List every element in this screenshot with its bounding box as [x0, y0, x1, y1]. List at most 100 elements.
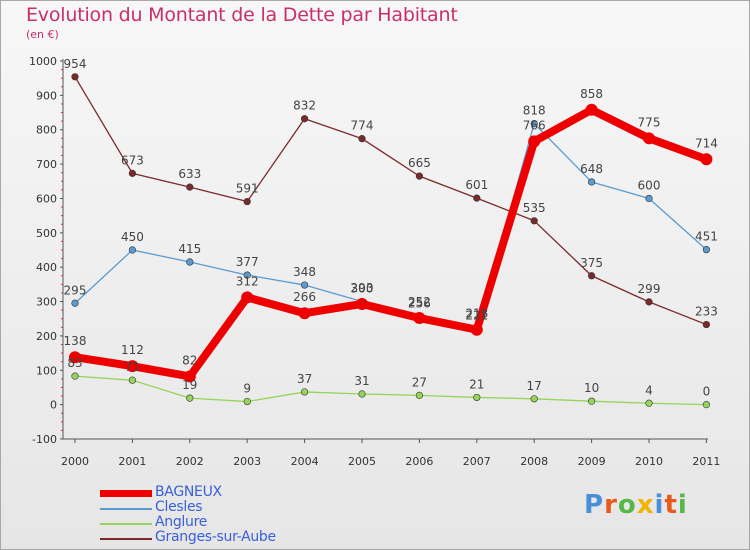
y-tick-label: 1000	[29, 55, 57, 68]
chart-title: Evolution du Montant de la Dette par Hab…	[26, 4, 458, 26]
legend-swatch-granges-sur-aube	[100, 538, 152, 540]
data-point-granges-sur-aube	[473, 194, 481, 202]
logo-letter: P	[584, 490, 605, 520]
data-label-anglure: 37	[297, 372, 312, 386]
data-label-clesles: 600	[638, 178, 661, 192]
x-tick-label: 2009	[578, 455, 606, 468]
y-tick-label: 600	[36, 192, 57, 205]
y-tick-label: 400	[36, 261, 57, 274]
data-point-granges-sur-aube	[358, 135, 366, 143]
data-label-clesles: 377	[236, 255, 259, 269]
data-point-bagneux	[643, 132, 655, 145]
y-tick-label: 900	[36, 89, 57, 102]
data-label-anglure: 83	[67, 356, 82, 370]
x-tick-label: 2011	[692, 455, 720, 468]
data-point-clesles	[702, 246, 711, 254]
data-label-bagneux: 82	[182, 353, 197, 367]
data-point-bagneux	[470, 323, 483, 336]
data-point-anglure	[587, 397, 596, 405]
data-point-bagneux	[528, 135, 541, 148]
series-line-bagneux	[71, 105, 711, 381]
data-point-granges-sur-aube	[243, 197, 251, 206]
series-line-anglure	[74, 375, 708, 406]
data-point-bagneux	[585, 103, 598, 116]
x-tick-label: 2006	[405, 455, 433, 468]
data-point-anglure	[243, 397, 251, 406]
series-line-granges-sur-aube	[74, 76, 708, 326]
legend-label-bagneux: BAGNEUX	[155, 484, 222, 500]
data-point-granges-sur-aube	[301, 115, 309, 123]
chart-axes: -100010020030040050060070080090010002000…	[29, 55, 720, 468]
data-point-anglure	[186, 394, 194, 402]
y-tick-label: 0	[50, 399, 57, 412]
data-point-bagneux	[298, 307, 311, 320]
legend-item-bagneux: BAGNEUX	[100, 484, 360, 501]
data-point-anglure	[358, 390, 366, 398]
data-point-granges-sur-aube	[645, 298, 653, 306]
data-point-anglure	[530, 395, 538, 403]
data-label-granges-sur-aube: 633	[178, 167, 201, 181]
legend-swatch-clesles	[100, 508, 152, 510]
data-point-anglure	[645, 399, 653, 407]
data-point-anglure	[128, 376, 136, 384]
data-label-bagneux: 766	[523, 118, 546, 132]
data-label-granges-sur-aube: 954	[64, 57, 87, 71]
data-label-granges-sur-aube: 665	[408, 156, 431, 170]
y-tick-label: -100	[32, 433, 57, 446]
data-label-anglure: 17	[527, 379, 542, 393]
logo-letter: i	[677, 490, 688, 520]
y-tick-label: 700	[36, 158, 57, 171]
legend: BAGNEUX Clesles Anglure Granges-sur-Aube	[100, 484, 360, 546]
y-tick-label: 800	[36, 124, 57, 137]
legend-swatch-anglure	[100, 523, 152, 525]
data-label-anglure: 0	[703, 385, 711, 399]
data-point-granges-sur-aube	[71, 73, 79, 81]
data-label-anglure: 71	[125, 360, 140, 374]
legend-item-granges-sur-aube: Granges-sur-Aube	[100, 529, 360, 546]
data-label-clesles: 648	[580, 162, 603, 176]
legend-label-granges-sur-aube: Granges-sur-Aube	[155, 529, 276, 545]
data-label-bagneux: 312	[236, 274, 259, 288]
logo-letter: x	[636, 490, 655, 520]
x-tick-label: 2004	[291, 455, 319, 468]
logo-letter: o	[617, 490, 637, 520]
x-tick-label: 2008	[520, 455, 548, 468]
data-point-granges-sur-aube	[530, 217, 538, 225]
data-point-granges-sur-aube	[587, 272, 596, 280]
data-point-clesles	[243, 271, 251, 279]
data-label-bagneux: 252	[408, 295, 431, 309]
data-point-granges-sur-aube	[702, 320, 711, 329]
data-point-granges-sur-aube	[186, 183, 194, 191]
legend-label-clesles: Clesles	[155, 499, 203, 515]
data-point-clesles	[645, 194, 653, 203]
data-label-anglure: 27	[412, 375, 427, 389]
data-point-anglure	[71, 372, 79, 380]
data-label-bagneux: 293	[351, 281, 374, 295]
data-label-granges-sur-aube: 535	[523, 201, 546, 215]
data-label-anglure: 31	[354, 374, 369, 388]
series-line-clesles	[74, 122, 708, 330]
legend-item-anglure: Anglure	[100, 514, 360, 531]
legend-item-clesles: Clesles	[100, 499, 360, 516]
y-tick-label: 200	[36, 330, 57, 343]
data-point-bagneux	[241, 291, 254, 304]
data-point-clesles	[301, 281, 309, 289]
data-label-clesles: 300	[351, 282, 374, 296]
data-point-anglure	[301, 388, 309, 396]
data-label-bagneux: 218	[465, 307, 488, 321]
data-label-anglure: 9	[243, 382, 251, 396]
data-point-clesles	[128, 246, 136, 254]
data-point-bagneux	[356, 297, 368, 310]
data-label-clesles: 818	[523, 104, 546, 118]
chart-subtitle: (en €)	[26, 28, 59, 41]
data-label-clesles: 295	[64, 283, 87, 297]
data-label-granges-sur-aube: 233	[695, 305, 718, 319]
data-label-granges-sur-aube: 375	[580, 256, 603, 270]
data-label-anglure: 4	[645, 383, 653, 397]
data-point-clesles	[71, 299, 79, 307]
y-tick-label: 100	[36, 364, 57, 377]
data-point-bagneux	[69, 351, 81, 364]
data-label-clesles: 221	[465, 309, 488, 323]
x-tick-label: 2007	[463, 455, 491, 468]
